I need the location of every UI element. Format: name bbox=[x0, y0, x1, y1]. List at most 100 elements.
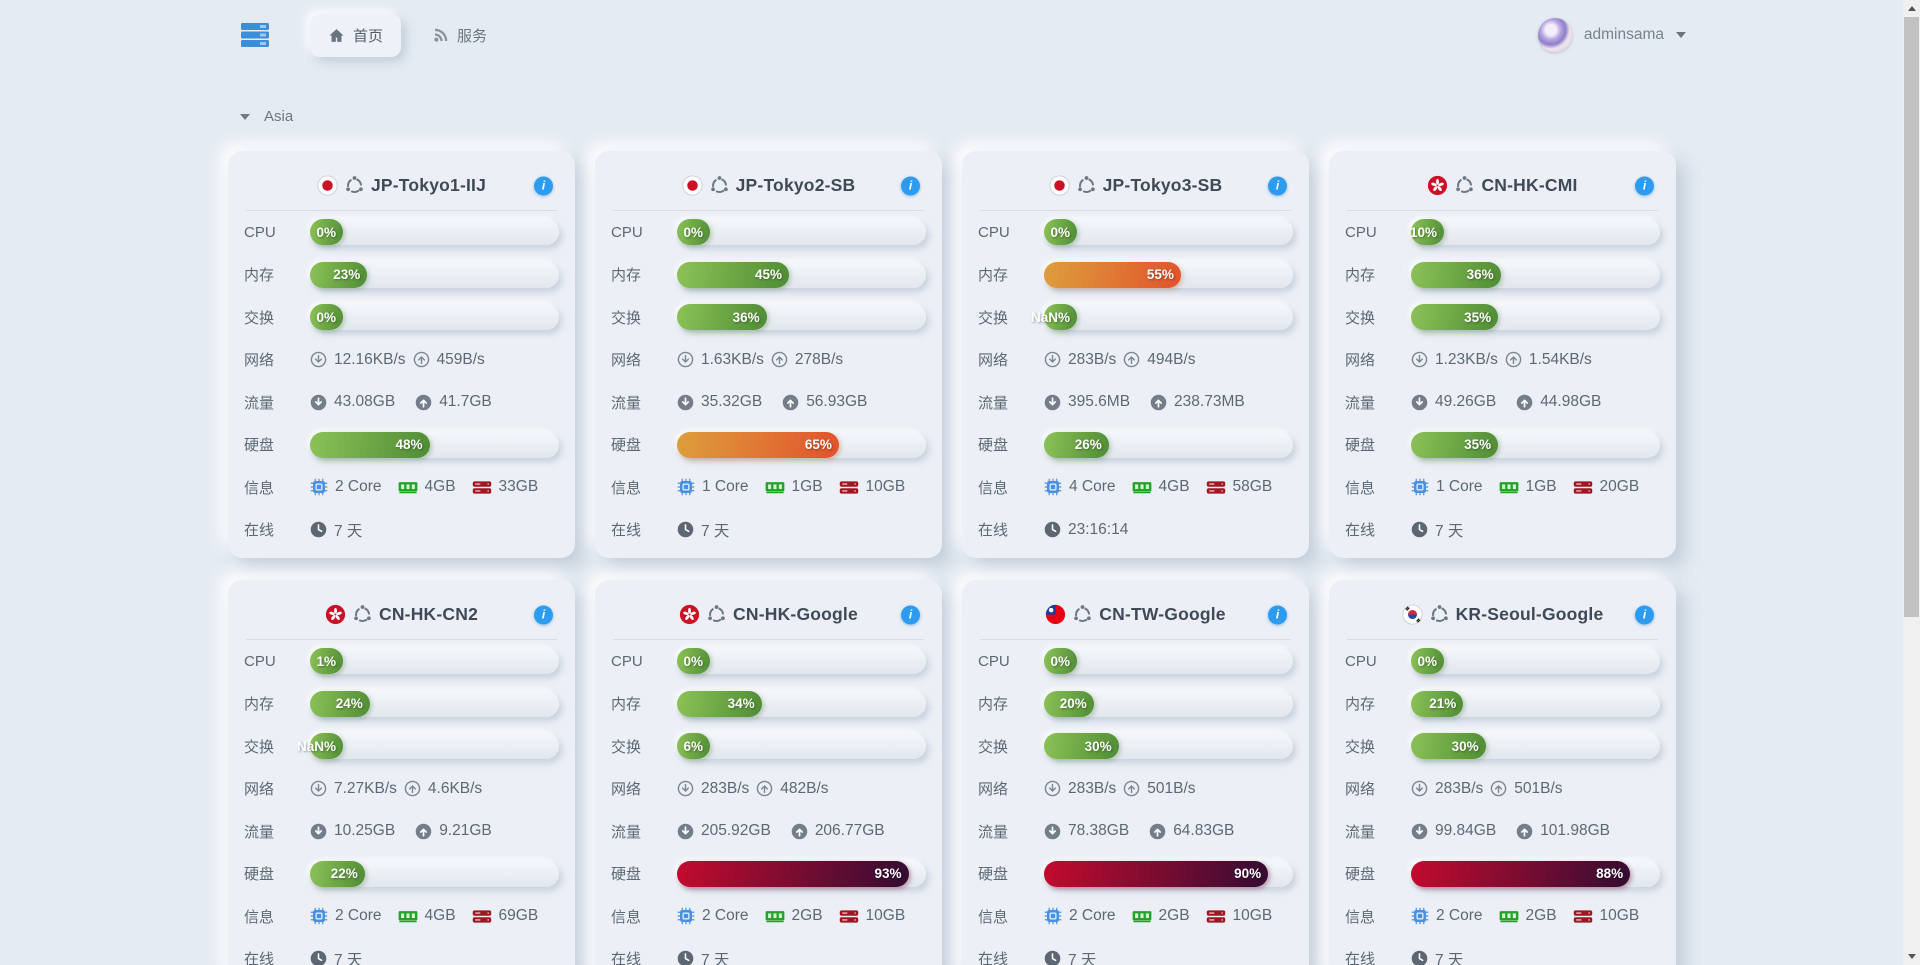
disk-label: 硬盘 bbox=[1345, 437, 1376, 455]
network-label: 网络 bbox=[611, 352, 642, 370]
server-name: CN-HK-CN2 bbox=[378, 604, 478, 624]
region-section-asia[interactable]: Asia bbox=[240, 108, 360, 125]
online-row: 在线 7 天 bbox=[244, 509, 559, 552]
clock-icon bbox=[1411, 521, 1428, 538]
scroll-down-button[interactable] bbox=[1903, 948, 1920, 965]
traffic-down-value: 10.25GB bbox=[334, 822, 396, 840]
cpu-percent: 10% bbox=[1409, 224, 1437, 240]
swap-row: 交换 6% bbox=[611, 725, 926, 768]
user-menu[interactable]: adminsama bbox=[1537, 0, 1686, 70]
cpu-label: CPU bbox=[244, 652, 276, 670]
disk-row: 硬盘 88% bbox=[1345, 853, 1660, 896]
ram-value: 2GB bbox=[1158, 907, 1190, 925]
traffic-label: 流量 bbox=[978, 823, 1009, 841]
traffic-row: 流量 395.6MB 238.73MB bbox=[978, 381, 1293, 424]
cores-value: 4 Core bbox=[1069, 478, 1116, 496]
info-icon[interactable]: i bbox=[1268, 176, 1287, 195]
card-header: JP-Tokyo3-SB i bbox=[978, 163, 1293, 208]
clock-icon bbox=[1411, 950, 1428, 965]
home-icon bbox=[328, 27, 345, 44]
net-down-value: 283B/s bbox=[1068, 779, 1117, 797]
net-up-value: 501B/s bbox=[1147, 779, 1196, 797]
cpu-row: CPU 0% bbox=[978, 211, 1293, 254]
net-down-value: 283B/s bbox=[1068, 350, 1117, 368]
cpu-row: CPU 0% bbox=[611, 211, 926, 254]
page-scrollbar[interactable] bbox=[1903, 0, 1920, 965]
disk-percent: 93% bbox=[874, 866, 902, 882]
swap-progressbar: NaN% bbox=[297, 733, 559, 760]
ubuntu-os-icon bbox=[353, 605, 372, 624]
flag-hk-icon bbox=[1427, 175, 1448, 196]
traffic-row: 流量 99.84GB 101.98GB bbox=[1345, 810, 1660, 853]
cpu-chip-icon bbox=[310, 478, 328, 496]
total-upload-icon bbox=[1516, 394, 1533, 411]
upload-speed-icon bbox=[404, 780, 421, 797]
traffic-row: 流量 78.38GB 64.83GB bbox=[978, 810, 1293, 853]
tab-services-label: 服务 bbox=[457, 27, 488, 45]
network-row: 网络 283B/s 501B/s bbox=[978, 768, 1293, 811]
server-stack-icon[interactable] bbox=[240, 22, 270, 48]
online-row: 在线 7 天 bbox=[244, 938, 559, 965]
info-row: 信息 2 Core 4GB 69GB bbox=[244, 895, 559, 938]
cpu-label: CPU bbox=[611, 652, 643, 670]
info-icon[interactable]: i bbox=[534, 176, 553, 195]
cpu-progressbar: 0% bbox=[1411, 648, 1660, 675]
info-row: 信息 2 Core 4GB 33GB bbox=[244, 466, 559, 509]
swap-percent: 35% bbox=[1464, 309, 1492, 325]
disk-drive-icon bbox=[1206, 909, 1226, 924]
memory-percent: 36% bbox=[1466, 267, 1494, 283]
info-icon[interactable]: i bbox=[1635, 176, 1654, 195]
memory-percent: 21% bbox=[1429, 696, 1457, 712]
cpu-row: CPU 0% bbox=[244, 211, 559, 254]
info-row: 信息 2 Core 2GB 10GB bbox=[611, 895, 926, 938]
online-row: 在线 7 天 bbox=[978, 938, 1293, 965]
rss-icon bbox=[433, 27, 449, 43]
clock-icon bbox=[677, 521, 694, 538]
memory-row: 内存 20% bbox=[978, 683, 1293, 726]
server-card: JP-Tokyo3-SB i CPU 0% 内存 55% 交换 NaN% 网络 bbox=[962, 151, 1309, 558]
online-label: 在线 bbox=[611, 522, 642, 540]
storage-value: 10GB bbox=[1232, 907, 1273, 925]
online-row: 在线 7 天 bbox=[611, 938, 926, 965]
flag-hk-icon bbox=[679, 604, 700, 625]
ubuntu-os-icon bbox=[1455, 176, 1474, 195]
server-name: CN-TW-Google bbox=[1099, 604, 1226, 624]
total-download-icon bbox=[1044, 394, 1061, 411]
cpu-percent: 0% bbox=[1050, 224, 1070, 240]
ubuntu-os-icon bbox=[1073, 605, 1092, 624]
info-icon[interactable]: i bbox=[1635, 605, 1654, 624]
memory-label: 内存 bbox=[978, 696, 1009, 714]
swap-progressbar: 0% bbox=[310, 304, 559, 331]
swap-label: 交换 bbox=[1345, 738, 1376, 756]
tab-home[interactable]: 首页 bbox=[310, 13, 402, 57]
disk-drive-icon bbox=[839, 480, 859, 495]
memory-percent: 23% bbox=[333, 267, 361, 283]
tab-services[interactable]: 服务 bbox=[415, 14, 505, 57]
cpu-label: CPU bbox=[611, 223, 643, 241]
info-icon[interactable]: i bbox=[534, 605, 553, 624]
flag-tw-icon bbox=[1045, 604, 1066, 625]
swap-percent: NaN% bbox=[1030, 309, 1070, 325]
net-down-value: 1.23KB/s bbox=[1435, 350, 1498, 368]
memory-label: 内存 bbox=[1345, 267, 1376, 285]
info-icon[interactable]: i bbox=[901, 176, 920, 195]
storage-value: 10GB bbox=[865, 907, 906, 925]
traffic-label: 流量 bbox=[611, 823, 642, 841]
info-icon[interactable]: i bbox=[901, 605, 920, 624]
disk-progressbar: 26% bbox=[1044, 431, 1293, 458]
scrollbar-thumb[interactable] bbox=[1904, 17, 1919, 617]
download-speed-icon bbox=[1411, 780, 1428, 797]
net-up-value: 1.54KB/s bbox=[1528, 350, 1592, 368]
server-card: KR-Seoul-Google i CPU 0% 内存 21% 交换 30% 网… bbox=[1329, 580, 1676, 965]
storage-value: 10GB bbox=[1599, 907, 1640, 925]
storage-value: 10GB bbox=[865, 478, 906, 496]
memory-row: 内存 34% bbox=[611, 683, 926, 726]
cores-value: 2 Core bbox=[1436, 907, 1483, 925]
info-icon[interactable]: i bbox=[1268, 605, 1287, 624]
memory-row: 内存 23% bbox=[244, 254, 559, 297]
download-speed-icon bbox=[1411, 351, 1428, 368]
cores-value: 2 Core bbox=[335, 478, 382, 496]
info-label: 信息 bbox=[1345, 479, 1376, 497]
traffic-down-value: 99.84GB bbox=[1435, 822, 1497, 840]
scroll-up-button[interactable] bbox=[1903, 0, 1920, 17]
